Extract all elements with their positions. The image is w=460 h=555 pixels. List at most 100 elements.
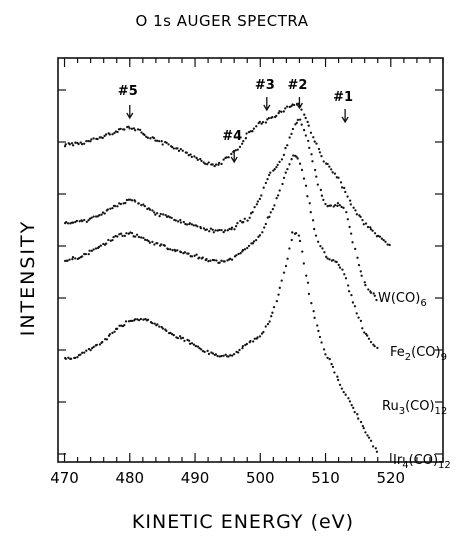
series-point (179, 337, 183, 340)
series-point (220, 162, 223, 166)
series-point (350, 293, 353, 297)
series-point (357, 264, 361, 267)
series-point (171, 145, 174, 149)
series-point (112, 235, 115, 239)
peak-arrowhead (341, 116, 349, 124)
series-point (280, 110, 283, 113)
series-point (234, 225, 238, 228)
series-point (316, 240, 320, 243)
series-point (318, 335, 322, 339)
series-point (351, 301, 355, 304)
series-point (157, 139, 161, 143)
series-point (90, 138, 93, 141)
series-point (187, 252, 190, 255)
series-point (146, 136, 150, 139)
series-point (223, 229, 227, 232)
series-point (113, 131, 116, 135)
series-point (309, 131, 313, 134)
series-point (318, 151, 322, 154)
series-point (84, 252, 88, 256)
series-point (182, 220, 185, 224)
series-point (222, 231, 225, 234)
series-point (130, 231, 134, 235)
series-point (249, 130, 252, 133)
series-point (241, 142, 244, 145)
series-point (167, 215, 170, 218)
series-point (90, 347, 94, 350)
series-point (140, 131, 143, 134)
series-point (137, 202, 140, 205)
series-point (282, 271, 286, 274)
series-point (194, 344, 198, 348)
chart-title: O 1s AUGER SPECTRA (136, 12, 309, 30)
series-point (251, 210, 254, 214)
series-point (161, 143, 164, 146)
series-point (263, 226, 266, 229)
series-point (220, 259, 223, 262)
series-point (209, 259, 212, 262)
series-point (111, 133, 114, 136)
series-point (326, 162, 329, 166)
series-point (294, 123, 297, 126)
series-point (230, 258, 234, 261)
series-point (282, 176, 286, 180)
series-point (306, 195, 309, 198)
series-point (367, 337, 371, 340)
series-point (94, 215, 98, 218)
series-point (262, 186, 265, 189)
series-point (277, 293, 280, 296)
series-point (134, 235, 137, 238)
series-point (124, 320, 128, 323)
series-point (67, 222, 70, 225)
series-point (295, 155, 298, 158)
series-trace (63, 118, 378, 302)
series-point (135, 233, 139, 236)
series-point (373, 294, 376, 297)
series-point (179, 147, 182, 151)
series-point (97, 245, 101, 249)
series-point (280, 279, 283, 282)
series-point (203, 350, 206, 354)
series-point (85, 139, 88, 143)
series-point (144, 317, 147, 321)
series-point (325, 255, 328, 258)
x-tick-label: 480 (115, 469, 144, 487)
series-point (145, 135, 148, 138)
series-point (258, 197, 262, 201)
series-point (90, 249, 94, 252)
series-point (258, 335, 262, 338)
series-point (303, 113, 306, 116)
series-point (341, 268, 344, 271)
peak-arrowhead (230, 156, 238, 164)
series-point (258, 120, 261, 123)
series-point (340, 205, 343, 209)
series-point (348, 225, 351, 229)
series-point (272, 306, 276, 309)
series-point (238, 145, 242, 149)
series-point (369, 340, 373, 344)
series-point (95, 343, 98, 347)
series-point (71, 221, 75, 224)
series-point (286, 167, 289, 171)
series-point (121, 234, 124, 238)
series-point (190, 255, 194, 258)
series-point (179, 221, 183, 224)
series-point (266, 322, 270, 326)
series-point (206, 349, 209, 353)
series-point (74, 356, 77, 360)
series-point (217, 163, 220, 166)
series-point (83, 252, 86, 256)
series-point (189, 153, 192, 156)
series-point (269, 171, 272, 174)
series-point (288, 163, 291, 166)
series-point (261, 231, 264, 234)
series-point (105, 242, 108, 245)
series-point (302, 177, 306, 180)
series-point (104, 338, 107, 341)
series-point (275, 165, 278, 169)
series-point (171, 248, 174, 252)
series-point (376, 234, 380, 238)
series-point (246, 219, 249, 222)
series-point (367, 288, 370, 291)
x-tick-label: 510 (311, 469, 340, 487)
